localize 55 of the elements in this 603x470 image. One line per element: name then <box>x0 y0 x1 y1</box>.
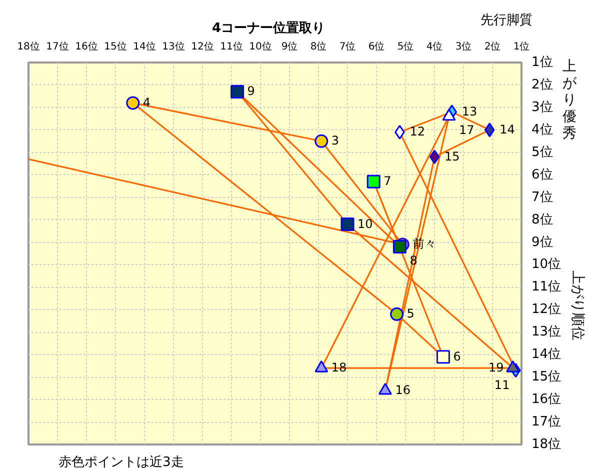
x-tick-label: 6位 <box>368 40 385 52</box>
y-tick-label: 14位 <box>532 347 562 362</box>
x-tick-label: 15位 <box>104 40 127 52</box>
series-label: 12 <box>410 124 425 139</box>
x-tick-label: 14位 <box>133 40 156 52</box>
series-label: 15 <box>444 149 460 164</box>
y-tick-label: 11位 <box>532 280 562 295</box>
y-tick-label: 7位 <box>532 190 553 205</box>
y-tick-label: 17位 <box>532 414 562 430</box>
y-tick-label: 4位 <box>532 122 553 138</box>
x-tick-label: 7位 <box>339 40 356 52</box>
x-tick-label: 8位 <box>310 40 327 52</box>
x-tick-label: 16位 <box>75 40 98 52</box>
x-tick-label: 9位 <box>281 40 298 52</box>
y-tick-label: 10位 <box>532 257 562 272</box>
series-label: 3 <box>331 134 340 148</box>
y-tick-label: 1位 <box>532 55 553 70</box>
x-tick-label: 12位 <box>191 40 214 52</box>
text: 先行脚質 <box>480 13 532 28</box>
y-tick-label: 13位 <box>532 324 562 340</box>
x-tick-label: 10位 <box>249 40 272 52</box>
series-label: 9 <box>247 84 255 98</box>
y-tick-label: 18位 <box>532 437 562 452</box>
y-tick-label: 6位 <box>532 167 553 182</box>
x-tick-label: 11位 <box>220 40 243 52</box>
chart-title: 4コーナー位置取り <box>212 21 326 36</box>
series-label: 17 <box>459 122 474 137</box>
x-tick-label: 3位 <box>455 40 472 52</box>
x-tick-label: 18位 <box>17 40 40 52</box>
series-label: 5 <box>406 306 414 321</box>
y-tick-label: 9位 <box>532 234 553 250</box>
text: 赤色ポイントは近3走 <box>58 455 184 470</box>
x-tick-label: 4位 <box>426 40 443 52</box>
y-tick-label: 3位 <box>532 100 553 115</box>
y-tick-label: 16位 <box>532 392 562 408</box>
y-axis-title: 上がり順位 <box>570 270 586 340</box>
series-label: 10 <box>358 216 373 231</box>
x-tick-label: 13位 <box>162 40 185 52</box>
text: 上がり優秀 <box>562 58 578 142</box>
y-tick-label: 5位 <box>532 144 553 160</box>
x-tick-label: 5位 <box>397 40 414 52</box>
x-tick-label: 2位 <box>484 40 501 52</box>
series-label: 14 <box>500 122 515 136</box>
series-label: 13 <box>462 104 478 118</box>
x-tick-label: 17位 <box>46 40 69 52</box>
series-label: 6 <box>453 349 461 364</box>
series-label: 16 <box>395 383 410 398</box>
series-label: 8 <box>410 253 418 268</box>
series-label: 7 <box>384 174 392 188</box>
y-tick-label: 2位 <box>532 77 553 92</box>
y-tick-label: 8位 <box>532 212 553 228</box>
y-tick-label: 15位 <box>532 370 562 385</box>
series-label: 11 <box>494 378 510 392</box>
x-tick-label: 1位 <box>513 40 530 52</box>
y-tick-label: 12位 <box>532 302 562 318</box>
